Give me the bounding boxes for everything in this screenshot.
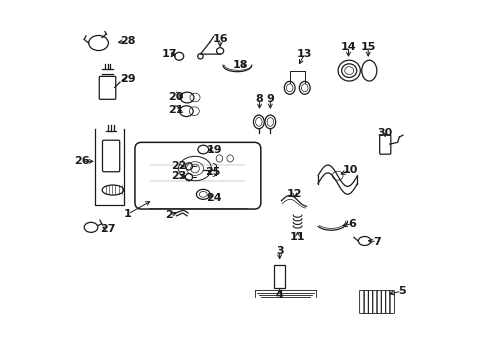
Text: 1: 1 [124, 209, 132, 219]
Text: 28: 28 [120, 36, 136, 46]
Text: 22: 22 [171, 161, 186, 171]
Text: 24: 24 [206, 193, 222, 203]
Text: 7: 7 [372, 237, 380, 247]
Text: 5: 5 [397, 286, 405, 296]
Text: 6: 6 [347, 219, 355, 229]
Text: 21: 21 [167, 105, 183, 115]
Text: 26: 26 [75, 156, 90, 166]
Text: 15: 15 [360, 42, 375, 51]
Text: 27: 27 [100, 225, 116, 234]
Text: 23: 23 [171, 171, 186, 181]
Text: 13: 13 [296, 49, 312, 59]
Text: 18: 18 [233, 59, 248, 69]
Text: 20: 20 [167, 92, 183, 102]
Text: 2: 2 [165, 210, 173, 220]
Text: 10: 10 [342, 165, 357, 175]
Text: 3: 3 [275, 246, 283, 256]
Text: 30: 30 [377, 128, 392, 138]
Text: 17: 17 [162, 49, 177, 59]
Text: 19: 19 [206, 144, 222, 154]
Text: 12: 12 [286, 189, 302, 199]
Text: 8: 8 [255, 94, 263, 104]
Text: 11: 11 [289, 232, 305, 242]
Text: 29: 29 [120, 74, 136, 84]
Text: 4: 4 [275, 290, 283, 300]
Text: 16: 16 [212, 35, 227, 44]
Text: 25: 25 [205, 167, 220, 177]
Bar [273, 265, 285, 288]
Text: 14: 14 [340, 42, 356, 51]
Text: 9: 9 [266, 94, 274, 104]
